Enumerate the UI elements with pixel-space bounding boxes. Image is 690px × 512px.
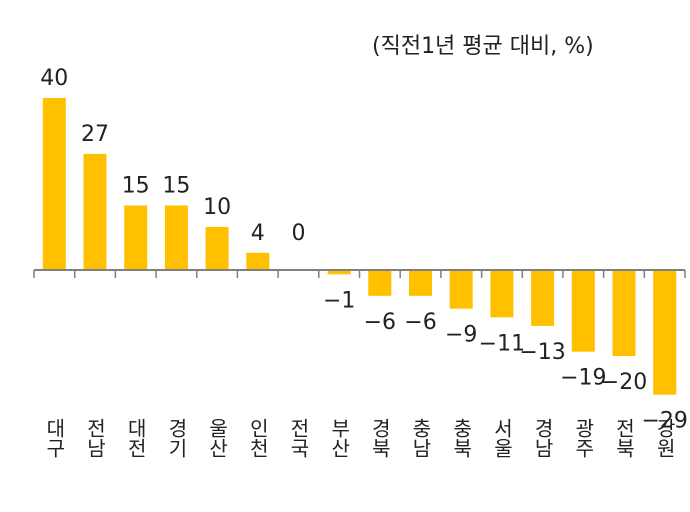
bar-경기 (164, 205, 188, 270)
bar-강원 (653, 270, 677, 395)
value-label: −1 (323, 288, 355, 313)
category-label: 강원 (653, 418, 677, 458)
bar-부산 (327, 270, 351, 275)
value-label: 15 (122, 174, 150, 199)
category-label: 인천 (246, 418, 270, 458)
bar-충북 (449, 270, 473, 309)
bar-광주 (571, 270, 595, 352)
bar-경북 (368, 270, 392, 296)
category-label: 울산 (205, 418, 229, 458)
bar-전남 (83, 153, 107, 270)
value-label: −6 (404, 310, 436, 335)
bar-인천 (246, 252, 270, 270)
value-label: −6 (364, 310, 396, 335)
value-label: 4 (251, 221, 265, 246)
category-label: 전남 (83, 418, 107, 458)
bar-대구 (42, 98, 66, 270)
value-label: 0 (292, 221, 306, 246)
value-label: −20 (601, 370, 647, 395)
value-label: 15 (162, 174, 190, 199)
bar-대전 (124, 205, 148, 270)
bar-서울 (490, 270, 514, 318)
value-label: 10 (203, 195, 231, 220)
value-label: 40 (40, 66, 68, 91)
bar-충남 (409, 270, 432, 296)
category-label: 경남 (531, 418, 555, 458)
category-label: 부산 (327, 418, 351, 458)
value-label: −13 (519, 340, 565, 365)
unit-note: (직전1년 평균 대비, %) (372, 34, 594, 59)
category-label: 대전 (124, 418, 148, 458)
value-label: −11 (479, 331, 525, 356)
category-label: 대구 (42, 418, 66, 458)
category-label: 경북 (368, 418, 392, 458)
category-label: 전국 (287, 418, 311, 458)
value-label: −9 (445, 323, 477, 348)
value-label: −29 (641, 409, 687, 434)
category-label: 서울 (490, 418, 514, 458)
category-label: 경기 (164, 418, 188, 458)
category-label: 광주 (571, 418, 595, 458)
category-label: 충북 (449, 418, 473, 458)
bar-울산 (205, 227, 229, 270)
bar-경남 (531, 270, 555, 326)
value-label: 27 (81, 122, 109, 147)
bar-전북 (612, 270, 636, 356)
category-label: 충남 (409, 418, 433, 458)
value-label: −19 (560, 366, 606, 391)
category-label: 전북 (612, 418, 636, 458)
